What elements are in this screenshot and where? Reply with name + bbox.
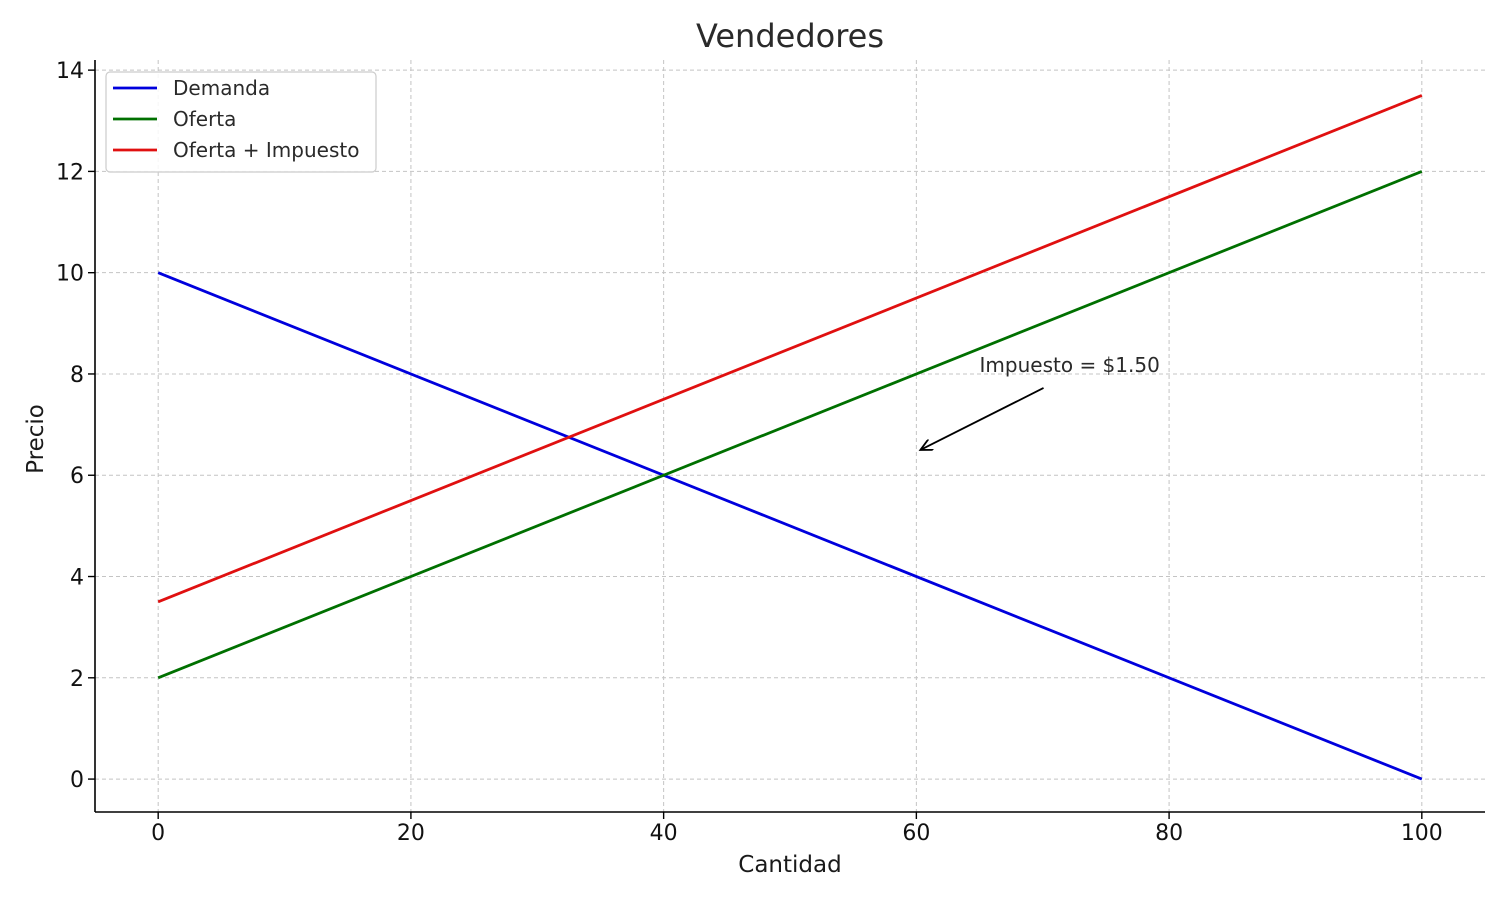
y-tick-label: 0	[70, 768, 84, 793]
series-layer	[157, 94, 1423, 781]
y-axis-label: Precio	[23, 404, 49, 474]
legend-label: Oferta	[173, 107, 236, 131]
y-tick-label: 12	[56, 160, 84, 185]
legend: Demanda Oferta Oferta + Impuesto	[105, 71, 377, 173]
y-tick-label: 8	[70, 363, 84, 388]
series-line-demanda	[157, 271, 1423, 781]
x-tick-label: 100	[1401, 821, 1443, 846]
x-tick-label: 40	[650, 821, 678, 846]
x-tick-label: 20	[397, 821, 425, 846]
x-tick-label: 60	[902, 821, 930, 846]
x-axis-label: Cantidad	[738, 852, 841, 878]
legend-box	[105, 71, 377, 173]
y-tick-label: 4	[70, 566, 84, 591]
annotations: Impuesto = $1.50	[920, 353, 1160, 450]
series-line-oferta	[157, 170, 1423, 680]
x-tick-label: 80	[1155, 821, 1183, 846]
legend-label: Demanda	[173, 76, 270, 100]
grid	[95, 60, 1485, 812]
series-line-oferta-impuesto	[157, 94, 1423, 604]
annotation-text: Impuesto = $1.50	[980, 353, 1160, 377]
axes: 0 20 40 60 80 100 0 2 4 6 8 10 12 14	[56, 59, 1485, 846]
y-tick-label: 6	[70, 464, 84, 489]
legend-label: Oferta + Impuesto	[173, 138, 359, 162]
y-tick-label: 10	[56, 262, 84, 287]
x-tick-label: 0	[151, 821, 165, 846]
chart-title: Vendedores	[696, 17, 884, 55]
y-tick-label: 14	[56, 59, 84, 84]
y-tick-label: 2	[70, 667, 84, 692]
annotation-arrow	[920, 387, 1044, 450]
